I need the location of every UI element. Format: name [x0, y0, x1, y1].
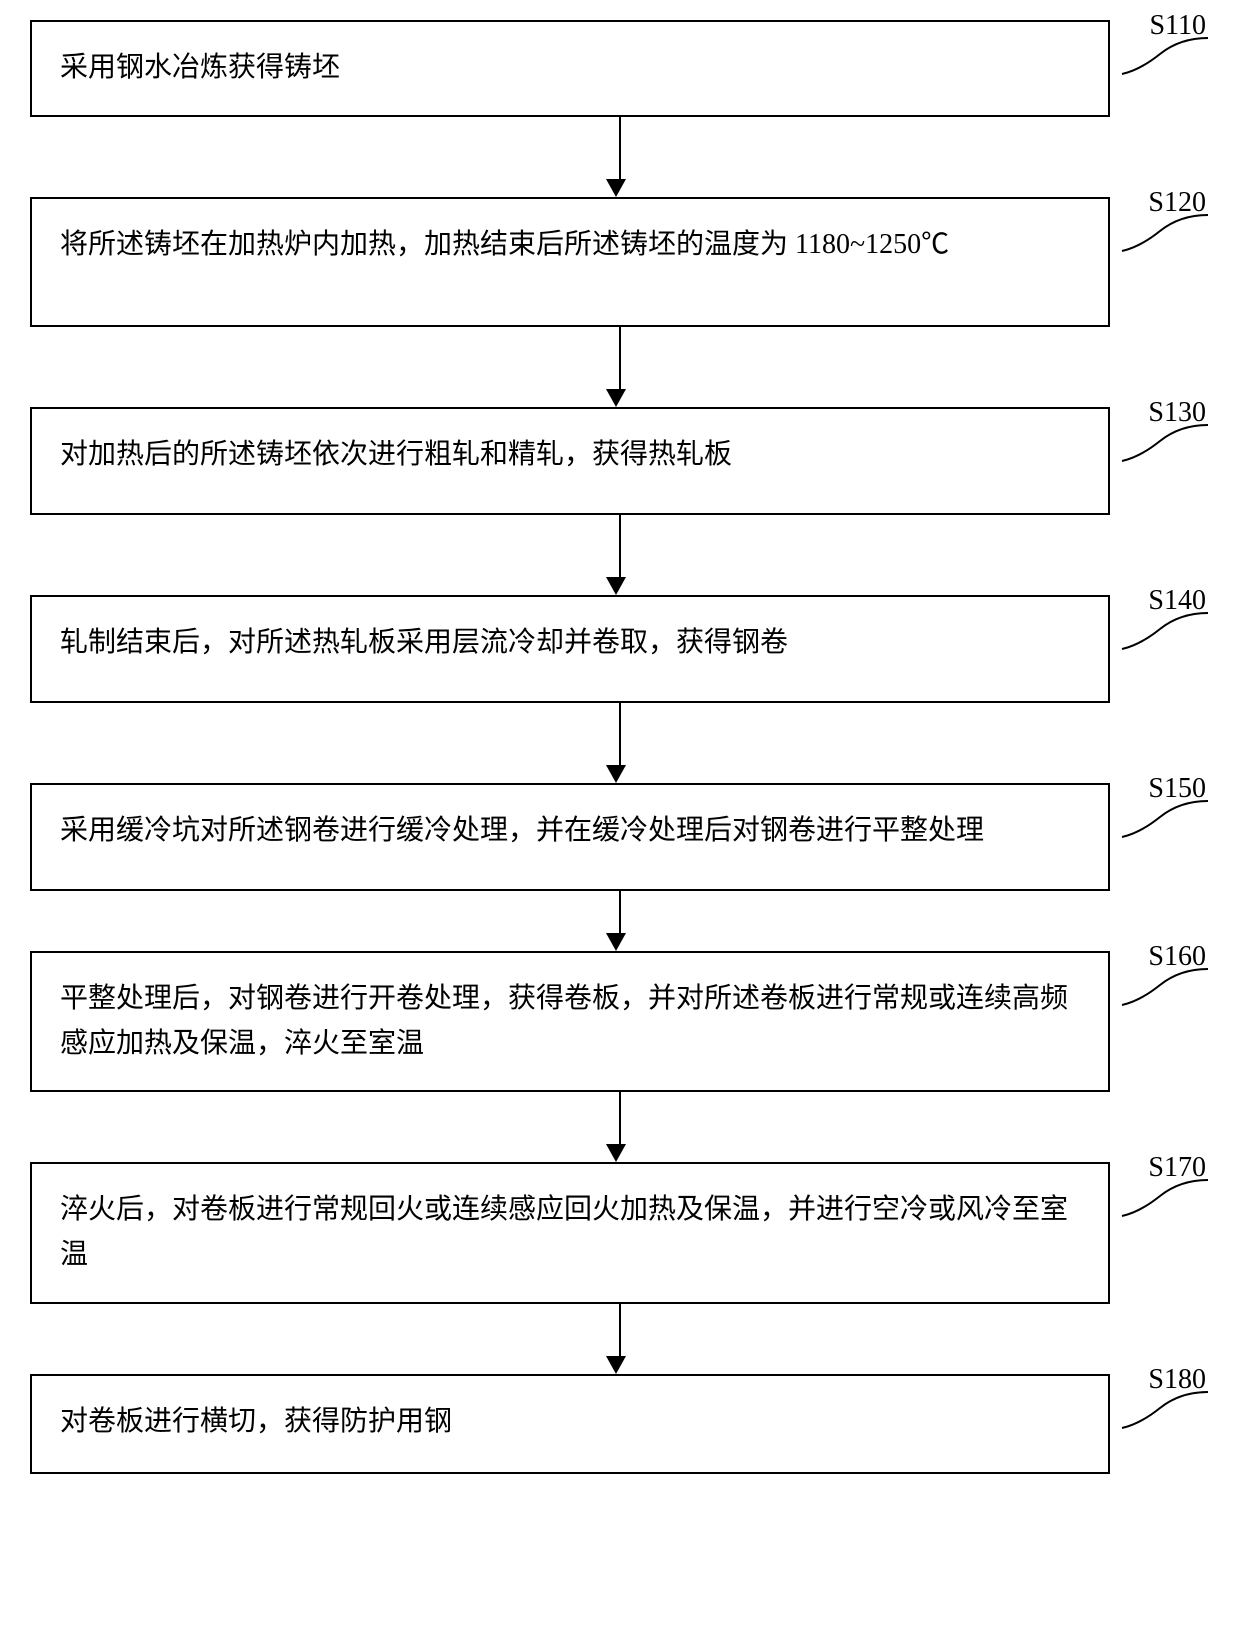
- leader-curve: [1120, 967, 1210, 1007]
- arrow-down: [80, 1092, 1160, 1162]
- arrow-head-icon: [606, 1144, 626, 1162]
- arrow-down: [80, 1304, 1160, 1374]
- arrow-head-icon: [606, 1356, 626, 1374]
- arrow-down: [80, 327, 1160, 407]
- flowchart-container: 采用钢水冶炼获得铸坯S110 将所述铸坯在加热炉内加热，加热结束后所述铸坯的温度…: [30, 20, 1210, 1474]
- arrow-line: [619, 891, 621, 933]
- arrow-line: [619, 327, 621, 389]
- step-s180: 对卷板进行横切，获得防护用钢S180: [30, 1374, 1210, 1474]
- step-label-wrap: S110: [1120, 10, 1210, 76]
- step-s120: 将所述铸坯在加热炉内加热，加热结束后所述铸坯的温度为 1180~1250℃S12…: [30, 197, 1210, 327]
- arrow-head-icon: [606, 765, 626, 783]
- arrow-down: [80, 703, 1160, 783]
- step-box: 采用钢水冶炼获得铸坯: [30, 20, 1110, 117]
- step-box: 平整处理后，对钢卷进行开卷处理，获得卷板，并对所述卷板进行常规或连续高频感应加热…: [30, 951, 1110, 1093]
- leader-curve: [1120, 423, 1210, 463]
- step-label-wrap: S150: [1120, 773, 1210, 839]
- leader-curve: [1120, 1390, 1210, 1430]
- step-s130: 对加热后的所述铸坯依次进行粗轧和精轧，获得热轧板S130: [30, 407, 1210, 515]
- step-s140: 轧制结束后，对所述热轧板采用层流冷却并卷取，获得钢卷S140: [30, 595, 1210, 703]
- step-s150: 采用缓冷坑对所述钢卷进行缓冷处理，并在缓冷处理后对钢卷进行平整处理S150: [30, 783, 1210, 891]
- step-label-wrap: S170: [1120, 1152, 1210, 1218]
- step-label-wrap: S160: [1120, 941, 1210, 1007]
- arrow-down: [80, 515, 1160, 595]
- step-label-wrap: S140: [1120, 585, 1210, 651]
- arrow-line: [619, 703, 621, 765]
- step-label-wrap: S180: [1120, 1364, 1210, 1430]
- arrow-line: [619, 117, 621, 179]
- arrow-line: [619, 1304, 621, 1356]
- arrow-head-icon: [606, 389, 626, 407]
- arrow-down: [80, 117, 1160, 197]
- arrow-head-icon: [606, 577, 626, 595]
- step-box: 对加热后的所述铸坯依次进行粗轧和精轧，获得热轧板: [30, 407, 1110, 515]
- step-box: 轧制结束后，对所述热轧板采用层流冷却并卷取，获得钢卷: [30, 595, 1110, 703]
- step-s160: 平整处理后，对钢卷进行开卷处理，获得卷板，并对所述卷板进行常规或连续高频感应加热…: [30, 951, 1210, 1093]
- step-label-wrap: S130: [1120, 397, 1210, 463]
- step-s170: 淬火后，对卷板进行常规回火或连续感应回火加热及保温，并进行空冷或风冷至室温S17…: [30, 1162, 1210, 1304]
- arrow-line: [619, 1092, 621, 1144]
- step-s110: 采用钢水冶炼获得铸坯S110: [30, 20, 1210, 117]
- step-label-wrap: S120: [1120, 187, 1210, 253]
- leader-curve: [1120, 1178, 1210, 1218]
- arrow-head-icon: [606, 179, 626, 197]
- step-box: 淬火后，对卷板进行常规回火或连续感应回火加热及保温，并进行空冷或风冷至室温: [30, 1162, 1110, 1304]
- step-box: 采用缓冷坑对所述钢卷进行缓冷处理，并在缓冷处理后对钢卷进行平整处理: [30, 783, 1110, 891]
- leader-curve: [1120, 213, 1210, 253]
- leader-curve: [1120, 611, 1210, 651]
- leader-curve: [1120, 36, 1210, 76]
- arrow-line: [619, 515, 621, 577]
- arrow-head-icon: [606, 933, 626, 951]
- step-box: 将所述铸坯在加热炉内加热，加热结束后所述铸坯的温度为 1180~1250℃: [30, 197, 1110, 327]
- leader-curve: [1120, 799, 1210, 839]
- step-box: 对卷板进行横切，获得防护用钢: [30, 1374, 1110, 1474]
- arrow-down: [80, 891, 1160, 951]
